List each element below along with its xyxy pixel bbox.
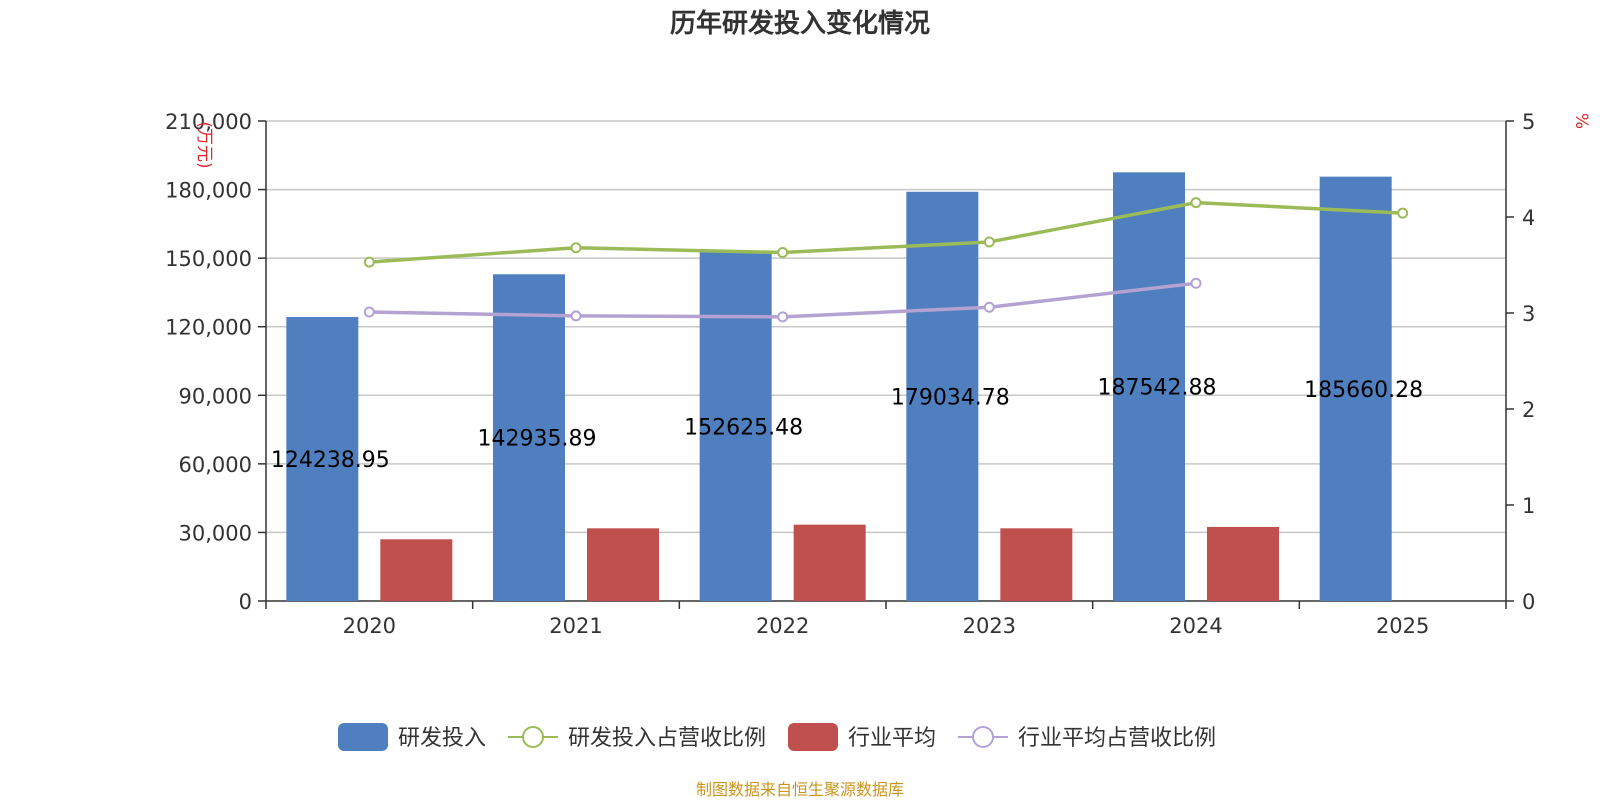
axes: 0 30,000 60,000 90,000 120,000 150,000 180,000…: [165, 110, 1535, 638]
bar-industry-average: [1207, 526, 1279, 601]
line-point: [1190, 277, 1202, 289]
x-tick-label: 2024: [1169, 614, 1222, 638]
y-left-tick-label: 90,000: [179, 384, 252, 408]
bar-rd-investment: [286, 317, 359, 601]
bar-value-label: 152625.48: [684, 416, 803, 441]
y-left-tick-label: 0: [239, 590, 252, 614]
y-right-tick-label: 1: [1522, 494, 1535, 518]
line-point: [570, 310, 582, 322]
line-point: [1397, 207, 1409, 219]
bar-industry-average: [1000, 528, 1073, 601]
legend-swatch-bar: [338, 723, 388, 751]
bar-rd-investment: [1319, 176, 1392, 601]
x-tick-label: 2021: [549, 614, 602, 638]
chart-title: 历年研发投入变化情况: [670, 8, 930, 39]
y-left-tick-label: 180,000: [165, 179, 252, 203]
bar-industry-average: [793, 524, 866, 601]
bars: [286, 172, 1392, 601]
y-left-tick-label: 60,000: [179, 453, 252, 477]
line-point: [983, 301, 995, 313]
legend-label: 行业平均占营收比例: [1018, 726, 1216, 751]
bar-value-label: 179034.78: [891, 385, 1010, 410]
gridlines: [266, 120, 1506, 534]
line-point: [1190, 197, 1202, 209]
line-point: [777, 311, 789, 323]
data-labels: 124238.95 142935.89 152625.48 179034.78 1875…: [271, 376, 1423, 473]
bar-rd-investment: [699, 252, 772, 601]
line-point: [983, 236, 995, 248]
legend-label: 研发投入: [398, 726, 486, 751]
line-point: [570, 242, 582, 254]
x-tick-label: 2025: [1376, 614, 1429, 638]
source-note: 制图数据来自恒生聚源数据库: [696, 780, 904, 799]
legend-label: 行业平均: [848, 726, 936, 751]
y-left-unit: (万元): [194, 121, 214, 168]
legend-swatch-bar: [788, 723, 838, 751]
line-point: [363, 256, 375, 268]
legend-swatch-marker: [522, 726, 544, 748]
legend-label: 研发投入占营收比例: [568, 726, 766, 751]
bar-industry-average: [587, 528, 659, 601]
bar-value-label: 187542.88: [1098, 376, 1217, 401]
bar-rd-investment: [493, 274, 565, 601]
legend: 研发投入 研发投入占营收比例 行业平均 行业平均占营收比例: [338, 723, 1216, 751]
y-right-tick-label: 4: [1522, 206, 1535, 230]
bar-rd-investment: [1113, 172, 1185, 601]
line-rd-ratio: [369, 200, 1403, 264]
y-right-tick-label: 2: [1522, 398, 1535, 422]
x-tick-label: 2022: [756, 614, 809, 638]
x-tick-label: 2023: [963, 614, 1016, 638]
y-right-unit: %: [1571, 113, 1591, 129]
bar-value-label: 185660.28: [1304, 378, 1423, 403]
y-left-tick-label: 120,000: [165, 316, 252, 340]
line-point: [777, 247, 789, 259]
bar-value-label: 142935.89: [478, 427, 597, 452]
x-tick-label: 2020: [343, 614, 396, 638]
y-right-tick-label: 5: [1522, 110, 1535, 134]
y-left-tick-label: 30,000: [179, 521, 252, 545]
y-left-tick-label: 210,000: [165, 110, 252, 134]
bar-industry-average: [380, 539, 453, 601]
line-point: [363, 306, 375, 318]
bar-rd-investment: [906, 191, 979, 601]
legend-swatch-marker: [972, 726, 994, 748]
y-left-tick-label: 150,000: [165, 247, 252, 271]
y-right-tick-label: 0: [1522, 590, 1535, 614]
lines: [363, 197, 1409, 323]
bar-value-label: 124238.95: [271, 448, 390, 473]
y-right-tick-label: 3: [1522, 302, 1535, 326]
